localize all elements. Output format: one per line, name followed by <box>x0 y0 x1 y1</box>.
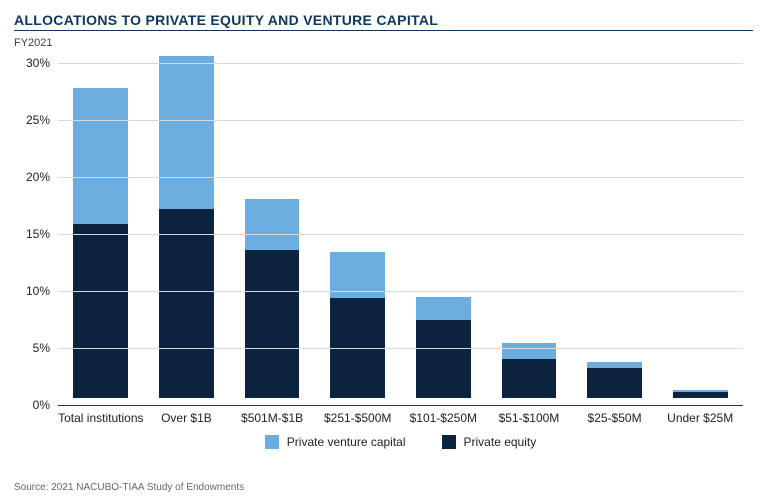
gridline <box>58 234 743 235</box>
y-tick-label: 25% <box>14 113 50 127</box>
y-tick-label: 10% <box>14 284 50 298</box>
y-tick-label: 30% <box>14 56 50 70</box>
bar <box>502 343 557 398</box>
gridline <box>58 291 743 292</box>
legend-label: Private venture capital <box>287 435 406 449</box>
bar-segment <box>673 392 728 398</box>
bar-segment <box>416 297 471 321</box>
x-tick-label: $101-$250M <box>401 411 487 425</box>
title-rule: ALLOCATIONS TO PRIVATE EQUITY AND VENTUR… <box>14 12 753 31</box>
bar <box>673 390 728 398</box>
gridline <box>58 405 743 406</box>
legend-item: Private equity <box>442 435 537 449</box>
gridline <box>58 120 743 121</box>
bar-segment <box>587 362 642 369</box>
legend-swatch <box>265 435 279 449</box>
y-tick-label: 0% <box>14 398 50 412</box>
bar-segment <box>73 88 128 224</box>
gridline <box>58 348 743 349</box>
bar <box>245 199 300 398</box>
bar-segment <box>159 209 214 398</box>
gridline <box>58 177 743 178</box>
bar <box>587 362 642 398</box>
bar <box>159 56 214 398</box>
x-axis-labels: Total institutionsOver $1B$501M-$1B$251-… <box>58 411 743 425</box>
source-text: Source: 2021 NACUBO-TIAA Study of Endowm… <box>14 482 753 493</box>
bar-segment <box>245 250 300 398</box>
x-tick-label: $251-$500M <box>315 411 401 425</box>
chart-subtitle: FY2021 <box>14 37 753 49</box>
gridline <box>58 63 743 64</box>
x-tick-label: $25-$50M <box>572 411 658 425</box>
x-tick-label: Over $1B <box>144 411 230 425</box>
bar <box>73 88 128 398</box>
bar-segment <box>416 320 471 398</box>
legend-swatch <box>442 435 456 449</box>
bar <box>330 252 385 398</box>
bar-segment <box>245 199 300 250</box>
x-tick-label: Under $25M <box>657 411 743 425</box>
bar-segment <box>159 56 214 209</box>
chart-title: ALLOCATIONS TO PRIVATE EQUITY AND VENTUR… <box>14 12 753 28</box>
bar-segment <box>502 343 557 359</box>
bar-segment <box>587 368 642 398</box>
bar-segment <box>73 224 128 398</box>
chart: 0% 5% 10% 15% 20% 25% 30% Total institutionsOv… <box>14 49 753 472</box>
x-tick-label: Total institutions <box>58 411 144 425</box>
page: ALLOCATIONS TO PRIVATE EQUITY AND VENTUR… <box>0 0 767 501</box>
x-tick-label: $51-$100M <box>486 411 572 425</box>
x-tick-label: $501M-$1B <box>229 411 315 425</box>
legend: Private venture capital Private equity <box>58 435 743 449</box>
y-tick-label: 15% <box>14 227 50 241</box>
y-tick-label: 20% <box>14 170 50 184</box>
bar-segment <box>502 359 557 398</box>
legend-item: Private venture capital <box>265 435 406 449</box>
y-tick-label: 5% <box>14 341 50 355</box>
legend-label: Private equity <box>464 435 537 449</box>
